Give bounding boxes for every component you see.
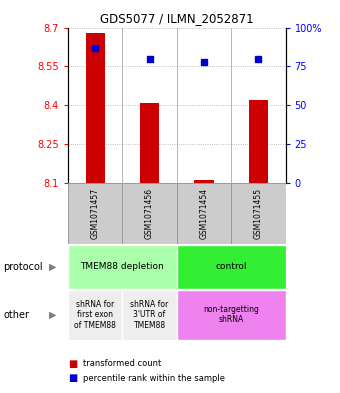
Bar <box>249 100 268 183</box>
Text: shRNA for
first exon
of TMEM88: shRNA for first exon of TMEM88 <box>74 300 116 330</box>
Bar <box>68 245 177 289</box>
Text: GSM1071456: GSM1071456 <box>145 187 154 239</box>
Bar <box>68 183 122 244</box>
Text: protocol: protocol <box>3 262 43 272</box>
Bar <box>177 183 231 244</box>
Text: GSM1071454: GSM1071454 <box>200 187 208 239</box>
Text: control: control <box>216 263 247 271</box>
Text: percentile rank within the sample: percentile rank within the sample <box>83 374 225 382</box>
Text: non-targetting
shRNA: non-targetting shRNA <box>203 305 259 325</box>
Bar <box>194 180 214 183</box>
Title: GDS5077 / ILMN_2052871: GDS5077 / ILMN_2052871 <box>100 12 254 25</box>
Bar <box>122 290 177 340</box>
Bar <box>140 103 159 183</box>
Bar <box>68 290 122 340</box>
Bar <box>177 290 286 340</box>
Text: ■: ■ <box>68 358 77 369</box>
Text: other: other <box>3 310 29 320</box>
Text: GSM1071457: GSM1071457 <box>91 187 100 239</box>
Text: shRNA for
3'UTR of
TMEM88: shRNA for 3'UTR of TMEM88 <box>131 300 169 330</box>
Text: TMEM88 depletion: TMEM88 depletion <box>81 263 164 271</box>
Bar <box>231 183 286 244</box>
Text: GSM1071455: GSM1071455 <box>254 187 263 239</box>
Bar <box>122 183 177 244</box>
Bar <box>86 33 105 183</box>
Text: ▶: ▶ <box>49 262 57 272</box>
Text: ▶: ▶ <box>49 310 57 320</box>
Text: ■: ■ <box>68 373 77 383</box>
Bar <box>177 245 286 289</box>
Text: transformed count: transformed count <box>83 359 162 368</box>
